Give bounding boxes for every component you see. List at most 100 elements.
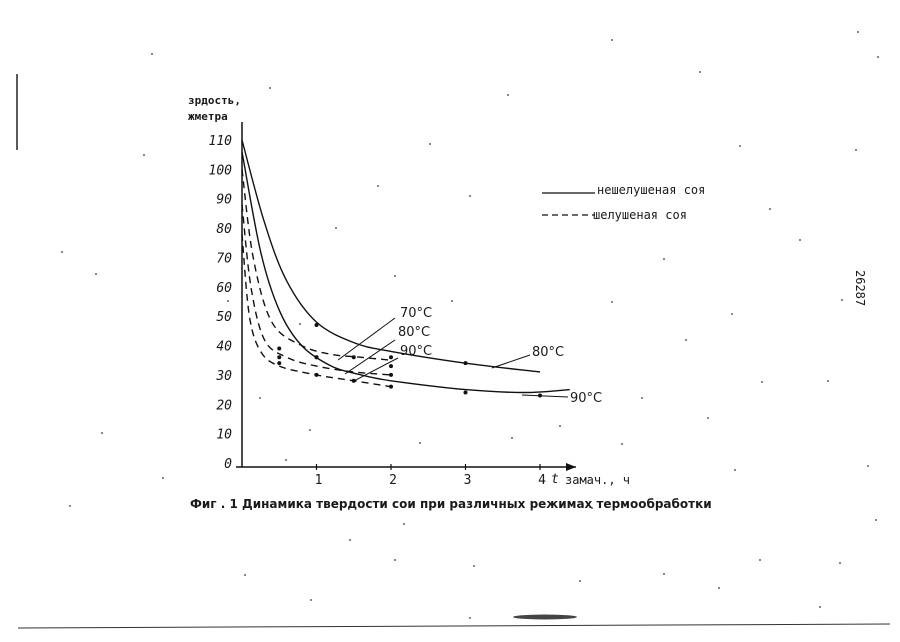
y-tick-label: 40 xyxy=(216,340,232,355)
y-tick-label: 0 xyxy=(224,457,232,472)
y-tick-label: 10 xyxy=(216,428,232,443)
scan-speck xyxy=(875,519,877,521)
series-line-5 xyxy=(242,234,391,387)
scan-speck xyxy=(759,559,761,561)
scan-speck xyxy=(469,617,471,619)
data-point xyxy=(464,361,468,365)
scan-speck xyxy=(769,208,771,210)
curve-label-90c-dashed: 90°C xyxy=(400,344,432,359)
x-tick-labels: 1234 xyxy=(315,473,547,488)
scan-speck xyxy=(162,477,164,479)
scan-speck xyxy=(734,469,736,471)
y-tick-label: 30 xyxy=(215,369,232,384)
y-axis-label-line2: жметра xyxy=(188,110,228,123)
legend-label-solid: нешелушеная соя xyxy=(597,183,705,197)
data-point xyxy=(389,385,393,389)
scan-speck xyxy=(227,300,229,302)
scan-speck xyxy=(95,273,97,275)
scan-specks xyxy=(61,31,879,619)
data-point xyxy=(277,355,281,359)
scan-speck xyxy=(827,380,829,382)
series-line-1 xyxy=(242,140,540,372)
scan-speck xyxy=(707,417,709,419)
y-axis-label-line1: зрдость, xyxy=(188,94,241,107)
side-page-number: 26287 xyxy=(853,270,867,306)
curve-label-90c-solid: 90°C xyxy=(570,391,602,406)
scan-speck xyxy=(839,562,841,564)
scan-speck xyxy=(244,574,246,576)
scan-speck xyxy=(429,143,431,145)
scan-speck xyxy=(663,573,665,575)
series-line-4 xyxy=(242,205,391,375)
data-point xyxy=(315,323,319,327)
scan-speck xyxy=(718,587,720,589)
data-point xyxy=(352,355,356,359)
x-axis-arrow xyxy=(566,463,576,471)
scan-speck xyxy=(641,397,643,399)
x-axis-label: замач., ч xyxy=(565,473,630,487)
x-tick-label: 4 xyxy=(538,473,546,488)
scan-speck xyxy=(579,580,581,582)
scan-speck xyxy=(143,154,145,156)
scan-speck xyxy=(335,227,337,229)
scan-speck xyxy=(507,94,509,96)
scan-smudge xyxy=(513,615,577,620)
scan-speck xyxy=(621,443,623,445)
curve-label-70c: 70°C xyxy=(400,306,432,321)
y-tick-label: 50 xyxy=(216,310,232,325)
scan-speck xyxy=(309,429,311,431)
scan-speck xyxy=(511,437,513,439)
data-point xyxy=(277,346,281,350)
data-point xyxy=(389,364,393,368)
data-point xyxy=(389,373,393,377)
scan-speck xyxy=(299,323,301,325)
y-tick-label: 90 xyxy=(216,193,232,208)
scan-speck xyxy=(731,313,733,315)
y-tick-label: 100 xyxy=(209,163,233,178)
data-point xyxy=(315,355,319,359)
scan-speck xyxy=(559,425,561,427)
scan-speck xyxy=(310,599,312,601)
scan-speck xyxy=(685,339,687,341)
y-tick-label: 70 xyxy=(216,251,232,266)
scan-speck xyxy=(699,71,701,73)
leader-80c-solid xyxy=(492,355,530,368)
scan-speck xyxy=(269,87,271,89)
scan-speck xyxy=(819,606,821,608)
data-point xyxy=(464,391,468,395)
data-point xyxy=(389,355,393,359)
x-axis-symbol: t xyxy=(551,472,559,487)
y-tick-label: 80 xyxy=(216,222,232,237)
data-point xyxy=(315,373,319,377)
legend-label-dashed: шелушеная соя xyxy=(593,208,687,222)
scan-speck xyxy=(663,258,665,260)
scan-speck xyxy=(473,565,475,567)
x-tick-label: 1 xyxy=(315,473,323,488)
y-tick-label: 20 xyxy=(216,398,232,413)
y-tick-label: 110 xyxy=(209,134,233,149)
scan-speck xyxy=(151,53,153,55)
scan-speck xyxy=(101,432,103,434)
scan-speck xyxy=(761,381,763,383)
scan-speck xyxy=(69,505,71,507)
scan-speck xyxy=(419,442,421,444)
scan-speck xyxy=(394,559,396,561)
scan-speck xyxy=(394,275,396,277)
scan-speck xyxy=(285,459,287,461)
data-point xyxy=(277,361,281,365)
scan-speck xyxy=(855,149,857,151)
figure-caption: Фиг . 1 Динамика твердости сои при разли… xyxy=(190,497,712,511)
scan-speck xyxy=(799,239,801,241)
leader-90c-solid xyxy=(522,395,568,397)
scan-speck xyxy=(877,56,879,58)
y-tick-label: 60 xyxy=(216,281,232,296)
scan-speck xyxy=(841,299,843,301)
scan-speck xyxy=(611,301,613,303)
curve-label-80c-solid: 80°C xyxy=(532,345,564,360)
scan-speck xyxy=(403,523,405,525)
scan-speck xyxy=(867,465,869,467)
scan-speck xyxy=(61,251,63,253)
y-tick-labels: 1101009080706050403020100 xyxy=(209,134,233,472)
scan-speck xyxy=(259,397,261,399)
